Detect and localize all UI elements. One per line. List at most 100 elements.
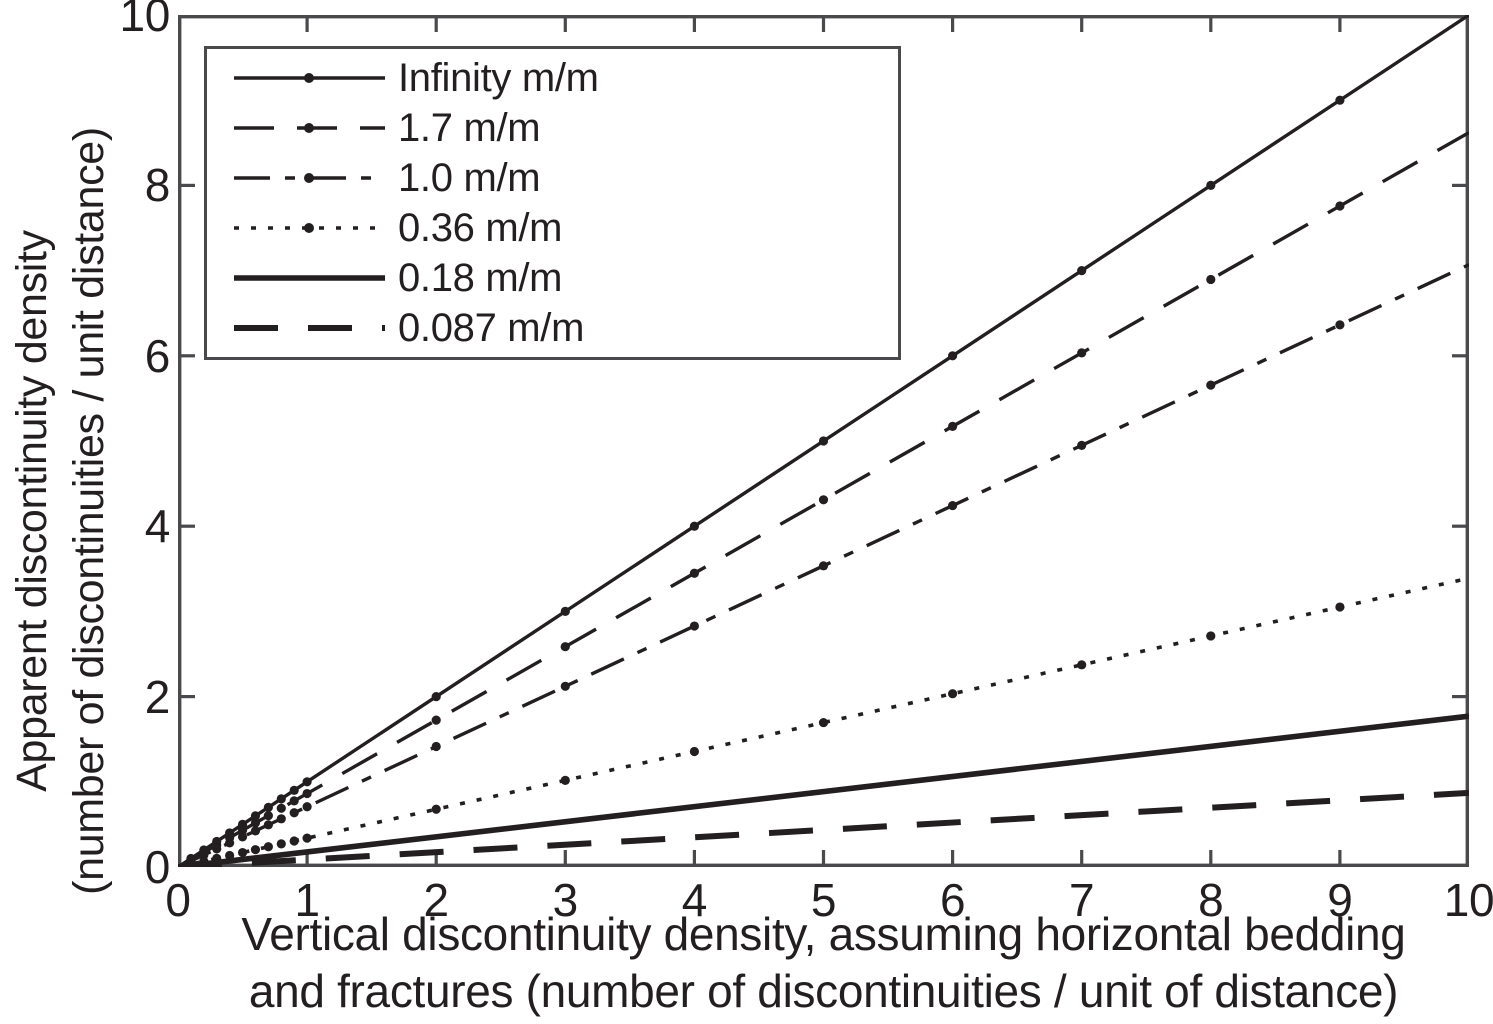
series-marker [1335,320,1345,330]
y-tick-label: 10 [119,0,170,41]
x-axis-title-line-1: Vertical discontinuity density, assuming… [241,908,1406,960]
legend-marker-dot [304,223,314,233]
series-marker [250,818,261,828]
x-tick-label: 0 [165,874,191,926]
series-marker [276,814,286,824]
series-marker [1335,201,1345,211]
legend-entry-label: 0.36 m/m [398,206,563,250]
series-marker [302,777,312,787]
legend-line-sample-icon [234,223,385,233]
legend: Infinity m/m 1.7 m/m 1.0 m/m 0.36 m/m 0.18 m… [204,46,901,360]
series-marker [237,825,248,835]
series-marker [225,850,235,861]
series-marker [302,833,312,843]
series-marker [818,561,829,571]
series-marker [250,811,261,821]
series-marker [250,845,261,855]
legend-entry: 0.087 m/m [233,305,890,351]
series-marker [250,826,261,836]
series-marker [689,568,699,578]
series-marker [263,820,273,830]
series-marker [276,803,286,813]
legend-entry: 1.7 m/m [233,105,890,151]
legend-line-sample-icon [234,275,385,281]
series-marker [1077,660,1087,670]
series-marker [948,421,958,431]
series-marker [276,794,286,804]
legend-entry-label: 0.18 m/m [398,256,563,300]
x-tick-label: 2 [423,874,450,926]
series-marker [1206,180,1216,190]
x-tick-label: 8 [1198,874,1224,926]
series-marker [689,746,699,757]
series-marker [560,775,570,785]
series-marker [1335,95,1345,105]
legend-entry-label: 0.087 m/m [398,306,585,350]
series-marker [560,681,570,691]
series-marker [289,836,299,846]
series-marker [1335,602,1345,612]
x-tick-label: 4 [681,874,708,926]
series-marker [431,741,441,752]
series-marker [1206,380,1216,390]
x-axis-title: Vertical discontinuity density, assuming… [160,906,1487,1020]
x-axis-title-line-2: and fractures (number of discontinuities… [248,965,1399,1017]
series-marker [818,717,829,728]
x-tick-label: 3 [552,874,579,926]
series-marker [689,521,699,531]
series-marker [1077,266,1087,276]
series-marker [237,847,248,858]
series-marker [289,785,299,795]
series-marker [948,351,958,361]
x-tick-label: 9 [1327,874,1353,926]
legend-marker-dot [304,123,314,133]
series-marker [263,802,273,812]
series-marker [431,715,441,725]
legend-marker-dot [304,173,314,183]
series-line-0-18-m-m [178,713,1469,867]
series-marker [1206,274,1216,285]
y-tick-label: 0 [144,841,171,893]
plot-area [178,15,1469,867]
legend-marker-dot [304,73,314,83]
legend-line-sample-icon [234,123,385,133]
series-marker [948,500,958,511]
legend-entry: 0.36 m/m [233,205,890,251]
y-axis-title-line-1: Apparent discontinuity density [8,230,56,792]
x-tick-label: 6 [939,874,966,926]
series-marker [289,796,299,806]
y-tick-label: 2 [144,670,171,723]
series-marker [1206,631,1216,641]
series-marker [948,689,958,699]
series-marker [431,692,441,702]
series-marker [276,839,286,849]
y-tick-label: 6 [144,329,171,382]
legend-line-sample-icon [234,173,385,183]
series-marker [560,606,570,617]
series-marker [302,788,312,799]
legend-line-sample-icon [234,325,385,331]
legend-entry: Infinity m/m [233,55,890,101]
series-marker [289,808,299,818]
legend-entry-label: 1.0 m/m [398,156,541,200]
series-marker [1077,348,1087,358]
legend-entry: 1.0 m/m [233,155,890,201]
x-tick-label: 10 [1443,874,1493,926]
series-marker [263,810,273,821]
series-marker [302,802,312,812]
series-marker [225,838,235,848]
axes-frame [178,15,1469,867]
series-marker [431,804,441,814]
x-tick-label: 5 [810,874,837,926]
x-tick-label: 7 [1069,874,1095,926]
series-line-0-087-m-m [178,789,1469,867]
series-marker [212,844,222,854]
series-marker [237,832,248,842]
series-marker [818,495,829,505]
series-marker [1077,440,1087,450]
series-marker [560,642,570,652]
legend-line-sample-icon [234,73,385,83]
series-marker [689,621,699,631]
legend-entry-label: Infinity m/m [398,56,599,100]
